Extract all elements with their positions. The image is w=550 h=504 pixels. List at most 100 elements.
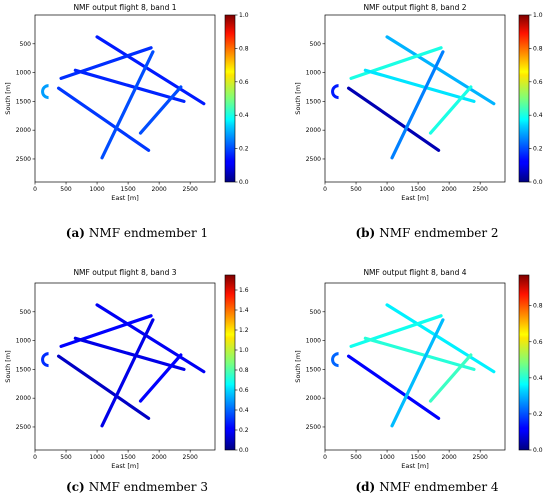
- x-tick-label: 0: [33, 454, 37, 461]
- flight-line-3: [349, 314, 443, 348]
- colorbar-tick-label: 0.4: [533, 375, 543, 382]
- y-tick-label: 2000: [16, 127, 31, 134]
- x-tick-label: 1500: [120, 454, 135, 461]
- caption-letter: (d): [355, 480, 375, 494]
- colorbar-tick-label: 0.4: [239, 407, 249, 414]
- colorbar-tick-label: 0.0: [239, 179, 249, 186]
- flight-lines: [331, 35, 496, 160]
- y-tick-label: 1000: [16, 70, 31, 77]
- flight-line-5: [100, 50, 155, 160]
- caption: (a) NMF endmember 1: [66, 226, 208, 240]
- caption-text: NMF endmember 2: [379, 226, 498, 240]
- flight-line-1: [385, 35, 496, 106]
- flight-line-2: [346, 86, 441, 152]
- x-tick-label: 500: [350, 454, 362, 461]
- flight-line-5: [100, 318, 155, 428]
- panel-title: NMF output flight 8, band 4: [363, 268, 466, 277]
- x-tick-label: 1000: [89, 186, 104, 193]
- flight-line-1: [95, 303, 206, 374]
- y-tick-label: 1500: [306, 98, 321, 105]
- y-tick-label: 500: [20, 309, 32, 316]
- arc-feature: [331, 352, 339, 368]
- flight-line-2: [56, 86, 151, 152]
- colorbar-tick-label: 0.4: [533, 112, 543, 119]
- colorbar-tick-label: 0.6: [239, 387, 249, 394]
- x-ticks: 0 500 1000 1500 2000 2500: [323, 450, 488, 461]
- x-tick-label: 2500: [183, 186, 198, 193]
- x-tick-label: 1500: [410, 186, 425, 193]
- x-tick-label: 2500: [183, 454, 198, 461]
- panel-c: NMF output flight 8, band 3 0 500 1000 1500…: [4, 268, 249, 494]
- flight-lines: [41, 35, 206, 160]
- y-tick-label: 2000: [306, 127, 321, 134]
- y-tick-label: 500: [310, 309, 322, 316]
- colorbar-tick-label: 0.0: [239, 447, 249, 454]
- colorbar-tick-label: 1.0: [533, 12, 543, 19]
- y-tick-label: 1000: [306, 338, 321, 345]
- x-tick-label: 1000: [379, 454, 394, 461]
- colorbar-tick-label: 0.0: [533, 179, 543, 186]
- x-tick-label: 2500: [473, 454, 488, 461]
- colorbar: [224, 14, 236, 183]
- y-ticks: 500 1000 1500 2000 2500: [306, 41, 325, 163]
- colorbar-tick-label: 0.2: [533, 411, 543, 418]
- colorbar-ticks: 0.0 0.2 0.4 0.6 0.8 1.0: [235, 12, 249, 186]
- colorbar-tick-label: 0.6: [239, 79, 249, 86]
- caption-text: NMF endmember 4: [379, 480, 499, 494]
- x-tick-label: 1500: [120, 186, 135, 193]
- colorbar-tick-label: 0.2: [239, 427, 249, 434]
- y-tick-label: 1500: [306, 366, 321, 373]
- panel-title: NMF output flight 8, band 2: [363, 3, 466, 12]
- flight-line-6: [428, 353, 473, 403]
- caption-letter: (c): [66, 480, 85, 494]
- y-tick-label: 2500: [16, 424, 31, 431]
- y-tick-label: 500: [310, 41, 322, 48]
- x-tick-label: 2000: [441, 454, 456, 461]
- colorbar-tick-label: 1.0: [239, 12, 249, 19]
- panel-title: NMF output flight 8, band 1: [73, 3, 176, 12]
- colorbar-tick-label: 0.6: [533, 339, 543, 346]
- y-tick-label: 1000: [16, 338, 31, 345]
- caption: (c) NMF endmember 3: [66, 480, 208, 494]
- x-tick-label: 2000: [151, 454, 166, 461]
- arc-feature: [41, 352, 49, 368]
- x-ticks: 0 500 1000 1500 2000 2500: [323, 182, 488, 193]
- x-tick-label: 500: [60, 186, 72, 193]
- panel-b: NMF output flight 8, band 2 0 500 1000 1500…: [294, 3, 543, 240]
- x-tick-label: 1000: [379, 186, 394, 193]
- y-ticks: 500 1000 1500 2000 2500: [16, 309, 35, 431]
- flight-line-1: [385, 303, 496, 374]
- plot-area: [34, 14, 216, 183]
- y-tick-label: 2500: [16, 156, 31, 163]
- y-tick-label: 2000: [306, 395, 321, 402]
- x-tick-label: 1000: [89, 454, 104, 461]
- x-axis-label: East [m]: [111, 462, 139, 470]
- flight-line-6: [138, 353, 183, 403]
- x-tick-label: 500: [350, 186, 362, 193]
- colorbar-tick-label: 0.4: [239, 112, 249, 119]
- colorbar-ticks: 0.0 0.2 0.4 0.6 0.8 1.0: [529, 12, 543, 186]
- caption: (b) NMF endmember 2: [355, 226, 498, 240]
- y-tick-label: 2500: [306, 424, 321, 431]
- y-axis-label: South [m]: [294, 350, 302, 382]
- x-tick-label: 0: [323, 454, 327, 461]
- plot-area: [324, 282, 506, 451]
- x-axis-label: East [m]: [401, 194, 429, 202]
- x-tick-label: 0: [323, 186, 327, 193]
- flight-line-1: [95, 35, 206, 106]
- colorbar: [518, 14, 530, 183]
- plot-area: [34, 282, 216, 451]
- arc-feature: [41, 84, 49, 100]
- flight-line-5: [390, 318, 445, 428]
- colorbar-tick-label: 0.8: [239, 367, 249, 374]
- colorbar-tick-label: 0.8: [239, 45, 249, 52]
- plot-area: [324, 14, 506, 183]
- colorbar-ticks: 0.0 0.2 0.4 0.6 0.8: [529, 303, 543, 454]
- y-axis-label: South [m]: [4, 82, 12, 114]
- caption-letter: (b): [355, 226, 375, 240]
- colorbar: [518, 274, 530, 451]
- flight-lines: [331, 303, 496, 428]
- y-ticks: 500 1000 1500 2000 2500: [306, 309, 325, 431]
- flight-line-6: [428, 85, 473, 135]
